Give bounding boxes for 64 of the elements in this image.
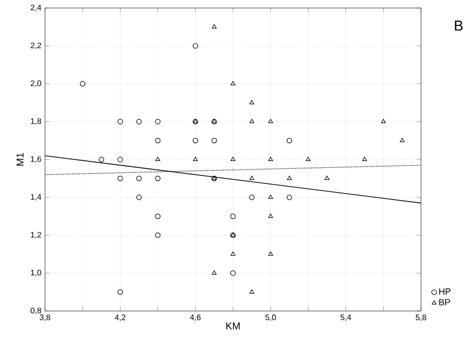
point [118, 176, 123, 182]
point [212, 138, 217, 144]
point [98, 156, 104, 162]
point [193, 156, 198, 161]
point [286, 194, 292, 200]
point [155, 214, 160, 220]
point [268, 156, 273, 161]
y-tick-label: 1,2 [30, 232, 42, 239]
point [155, 118, 160, 124]
point [287, 176, 292, 180]
y-tick-label: 1,0 [30, 270, 42, 276]
point [136, 176, 142, 182]
point [192, 43, 198, 49]
point [381, 118, 386, 124]
point [230, 270, 236, 276]
point [268, 194, 273, 199]
point [155, 138, 160, 144]
point [118, 118, 123, 124]
point [249, 194, 255, 200]
text: B [454, 20, 463, 31]
point [268, 251, 273, 256]
point [80, 81, 86, 86]
point [249, 289, 254, 294]
point [230, 81, 236, 86]
x-tick-label: 4,2 [114, 314, 126, 322]
x-tick-label: 5,0 [265, 314, 276, 322]
point [230, 251, 236, 256]
x-tick-label: 4,6 [190, 314, 201, 322]
point [306, 156, 311, 161]
x-tick-label: 5,8 [416, 314, 426, 322]
x-axis-title: KM [226, 322, 240, 330]
point [249, 118, 254, 124]
point [212, 24, 217, 28]
point [192, 138, 198, 144]
x-tick-label: 5,4 [340, 314, 352, 322]
point [136, 118, 142, 124]
point [230, 214, 236, 220]
point [362, 156, 367, 161]
legend-label: HP [439, 288, 451, 295]
y-tick-label: 2,0 [30, 80, 42, 88]
point [400, 138, 405, 142]
y-tick-label: 1,4 [30, 194, 42, 201]
point [230, 156, 236, 161]
y-tick-label: 2,2 [30, 42, 42, 50]
legend-label: BP [439, 299, 450, 306]
point [118, 156, 123, 162]
y-tick-label: 2,4 [30, 4, 42, 12]
point [286, 138, 292, 144]
point [212, 270, 217, 275]
x-tick-label: 3,8 [40, 314, 50, 322]
point [155, 232, 160, 238]
point [268, 214, 273, 218]
y-tick-label: 1,8 [30, 118, 42, 125]
point [118, 289, 123, 295]
point [136, 194, 142, 200]
point [155, 156, 160, 161]
point [249, 100, 254, 104]
y-axis-title: M1 [16, 153, 24, 166]
y-tick-label: 1,6 [30, 156, 42, 163]
point [324, 176, 330, 180]
y-tick-label: 0,8 [30, 308, 42, 314]
point [268, 118, 273, 124]
point [155, 176, 160, 182]
point [249, 176, 254, 180]
